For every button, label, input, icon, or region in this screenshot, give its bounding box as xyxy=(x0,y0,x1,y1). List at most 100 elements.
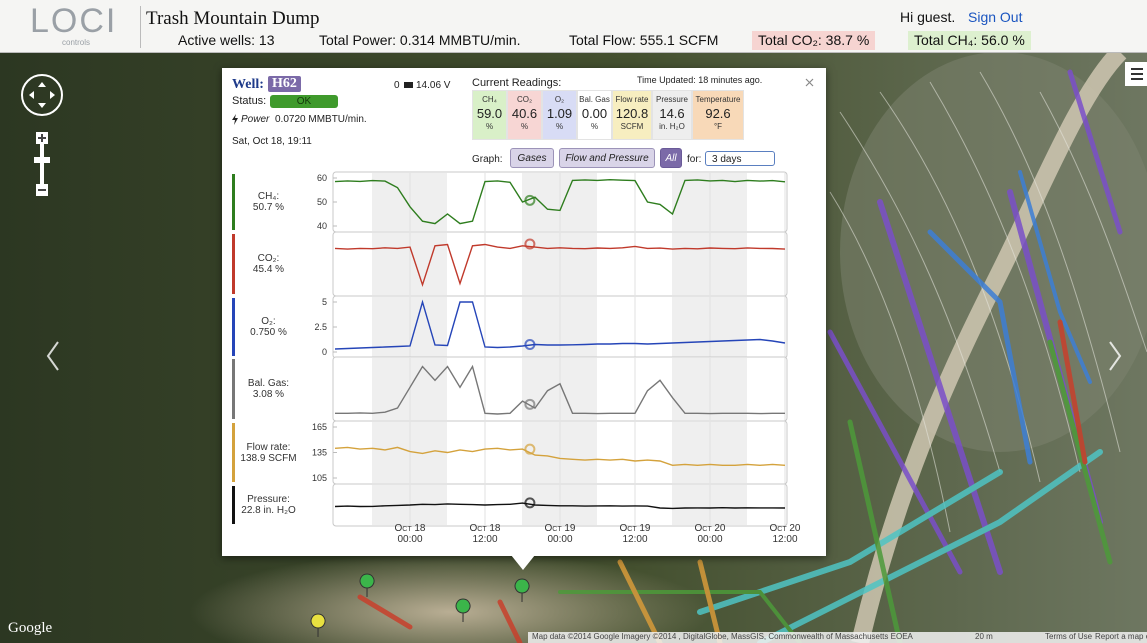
hover-marker xyxy=(524,194,536,206)
y-tick-label: 0 xyxy=(322,347,327,357)
reading-unit: % xyxy=(590,122,599,131)
x-tick-label: Oct 20 12:00 xyxy=(769,523,801,545)
well-popup: Well: H62 0 14.06 V Status: OK Power 0.0… xyxy=(222,68,826,556)
x-tick-label: Oct 20 00:00 xyxy=(694,523,726,545)
range-select[interactable]: 3 days xyxy=(705,151,775,166)
series-name: O₂: xyxy=(261,316,276,327)
graph-label: Graph: xyxy=(472,154,503,165)
timestamp: Sat, Oct 18, 19:11 xyxy=(232,136,312,147)
series-label: O₂: 0.750 % xyxy=(232,298,302,356)
logo-subtitle: controls xyxy=(62,38,91,47)
site-title: Trash Mountain Dump xyxy=(146,8,320,29)
reading-unit: in. H₂O xyxy=(659,122,685,131)
series-name: Pressure: xyxy=(247,494,290,505)
power-icon xyxy=(232,114,238,125)
reading-unit: % xyxy=(555,122,564,131)
series-name: CO₂: xyxy=(257,253,280,264)
x-tick-label: Oct 18 12:00 xyxy=(469,523,501,545)
reading-cell: Pressure 14.6 in. H₂O xyxy=(652,90,692,140)
reading-unit: °F xyxy=(713,122,723,131)
series-label: Bal. Gas: 3.08 % xyxy=(232,359,302,419)
reading-name: Temperature xyxy=(695,95,741,104)
hover-marker xyxy=(524,497,536,509)
reading-name: Flow rate xyxy=(615,95,649,104)
y-tick-label: 50 xyxy=(317,197,327,207)
reading-value: 0.00 xyxy=(581,106,608,121)
x-tick-label: Oct 19 12:00 xyxy=(619,523,651,545)
series-name: Bal. Gas: xyxy=(247,378,290,389)
reading-name: Pressure xyxy=(655,95,688,104)
y-tick-label: 2.5 xyxy=(314,322,327,332)
sign-out[interactable]: Sign Out xyxy=(968,9,1023,25)
series-current: 138.9 SCFM xyxy=(240,452,297,464)
series-line xyxy=(334,502,786,510)
reading-cell: Flow rate 120.8 SCFM xyxy=(612,90,652,140)
map-attribution: Map data ©2014 Google Imagery ©2014 , Di… xyxy=(532,632,913,641)
hover-marker xyxy=(524,398,536,410)
reading-name: CO₂ xyxy=(516,95,533,104)
power: 0.0720 MMBTU/min. xyxy=(275,114,367,125)
reading-value: 59.0 xyxy=(476,106,503,121)
reading-unit: % xyxy=(520,122,529,131)
stat: Total Power: 0.314 MMBTU/min. xyxy=(319,32,521,48)
series-line xyxy=(334,243,786,288)
y-tick-label: 60 xyxy=(317,173,327,183)
map-scale: 20 m xyxy=(975,632,993,641)
well-label: Well: xyxy=(232,77,264,92)
hover-marker xyxy=(524,238,536,250)
popup-pointer xyxy=(511,555,535,570)
reading-cell: Temperature 92.6 °F xyxy=(692,90,744,140)
voltage: 14.06 V xyxy=(416,80,451,91)
close-button[interactable] xyxy=(805,78,814,87)
header: LOCI controls Trash Mountain Dump Active… xyxy=(0,0,1147,53)
y-tick-label: 5 xyxy=(322,297,327,307)
time-updated: Time Updated: 18 minutes ago. xyxy=(637,75,763,85)
reading-value: 1.09 xyxy=(546,106,573,121)
report-link[interactable]: Report a map error xyxy=(1095,632,1147,641)
map-brand: Google xyxy=(8,620,53,636)
reading-value: 120.8 xyxy=(615,106,649,121)
reading-unit: SCFM xyxy=(620,122,644,131)
series-line xyxy=(335,364,785,415)
series-label: CH₄: 50.7 % xyxy=(232,174,302,230)
stat: Total CH₄: 56.0 % xyxy=(908,31,1031,50)
series-label: Pressure: 22.8 in. H₂O xyxy=(232,486,302,524)
x-tick-label: Oct 18 00:00 xyxy=(394,523,426,545)
reading-cell: CH₄ 59.0% xyxy=(472,90,507,140)
x-tick-label: Oct 19 00:00 xyxy=(544,523,576,545)
graph-button[interactable]: Gases xyxy=(510,148,554,168)
terms-link[interactable]: Terms of Use xyxy=(1045,632,1093,641)
graph-button[interactable]: Flow and Pressure xyxy=(559,148,655,168)
reading-name: Bal. Gas xyxy=(579,95,610,104)
greeting: Hi guest. xyxy=(900,9,956,25)
battery-icon xyxy=(404,82,413,88)
y-tick-label: 165 xyxy=(312,422,327,432)
y-tick-label: 105 xyxy=(312,473,327,483)
stat: Active wells: 13 xyxy=(178,32,275,48)
hover-marker xyxy=(524,339,536,350)
graph-button[interactable]: All xyxy=(660,148,682,168)
power-label: Power xyxy=(241,114,270,125)
series-line xyxy=(334,299,786,350)
signal: 0 xyxy=(394,80,400,91)
reading-unit: % xyxy=(485,122,494,131)
reading-cell: O₂ 1.09% xyxy=(542,90,577,140)
y-tick-label: 135 xyxy=(312,448,327,458)
y-tick-label: 40 xyxy=(317,221,327,231)
chart: 60 50 40 5 2.5 0 165 135 105 xyxy=(312,171,788,527)
series-current: 0.750 % xyxy=(250,327,287,338)
logo: LOCI xyxy=(30,2,118,40)
series-current: 22.8 in. H₂O xyxy=(241,505,296,516)
series-name: Flow rate: xyxy=(246,441,291,453)
series-label: Flow rate: 138.9 SCFM xyxy=(232,423,302,482)
series-current: 45.4 % xyxy=(252,264,285,275)
stat: Total CO₂: 38.7 % xyxy=(752,31,876,50)
status: OK xyxy=(270,95,338,108)
reading-value: 92.6 xyxy=(705,106,731,121)
reading-value: 14.6 xyxy=(659,106,685,121)
for-label: for: xyxy=(687,154,702,165)
status-label: Status: xyxy=(232,95,267,107)
separator xyxy=(140,6,141,48)
series-current: 50.7 % xyxy=(252,202,285,213)
